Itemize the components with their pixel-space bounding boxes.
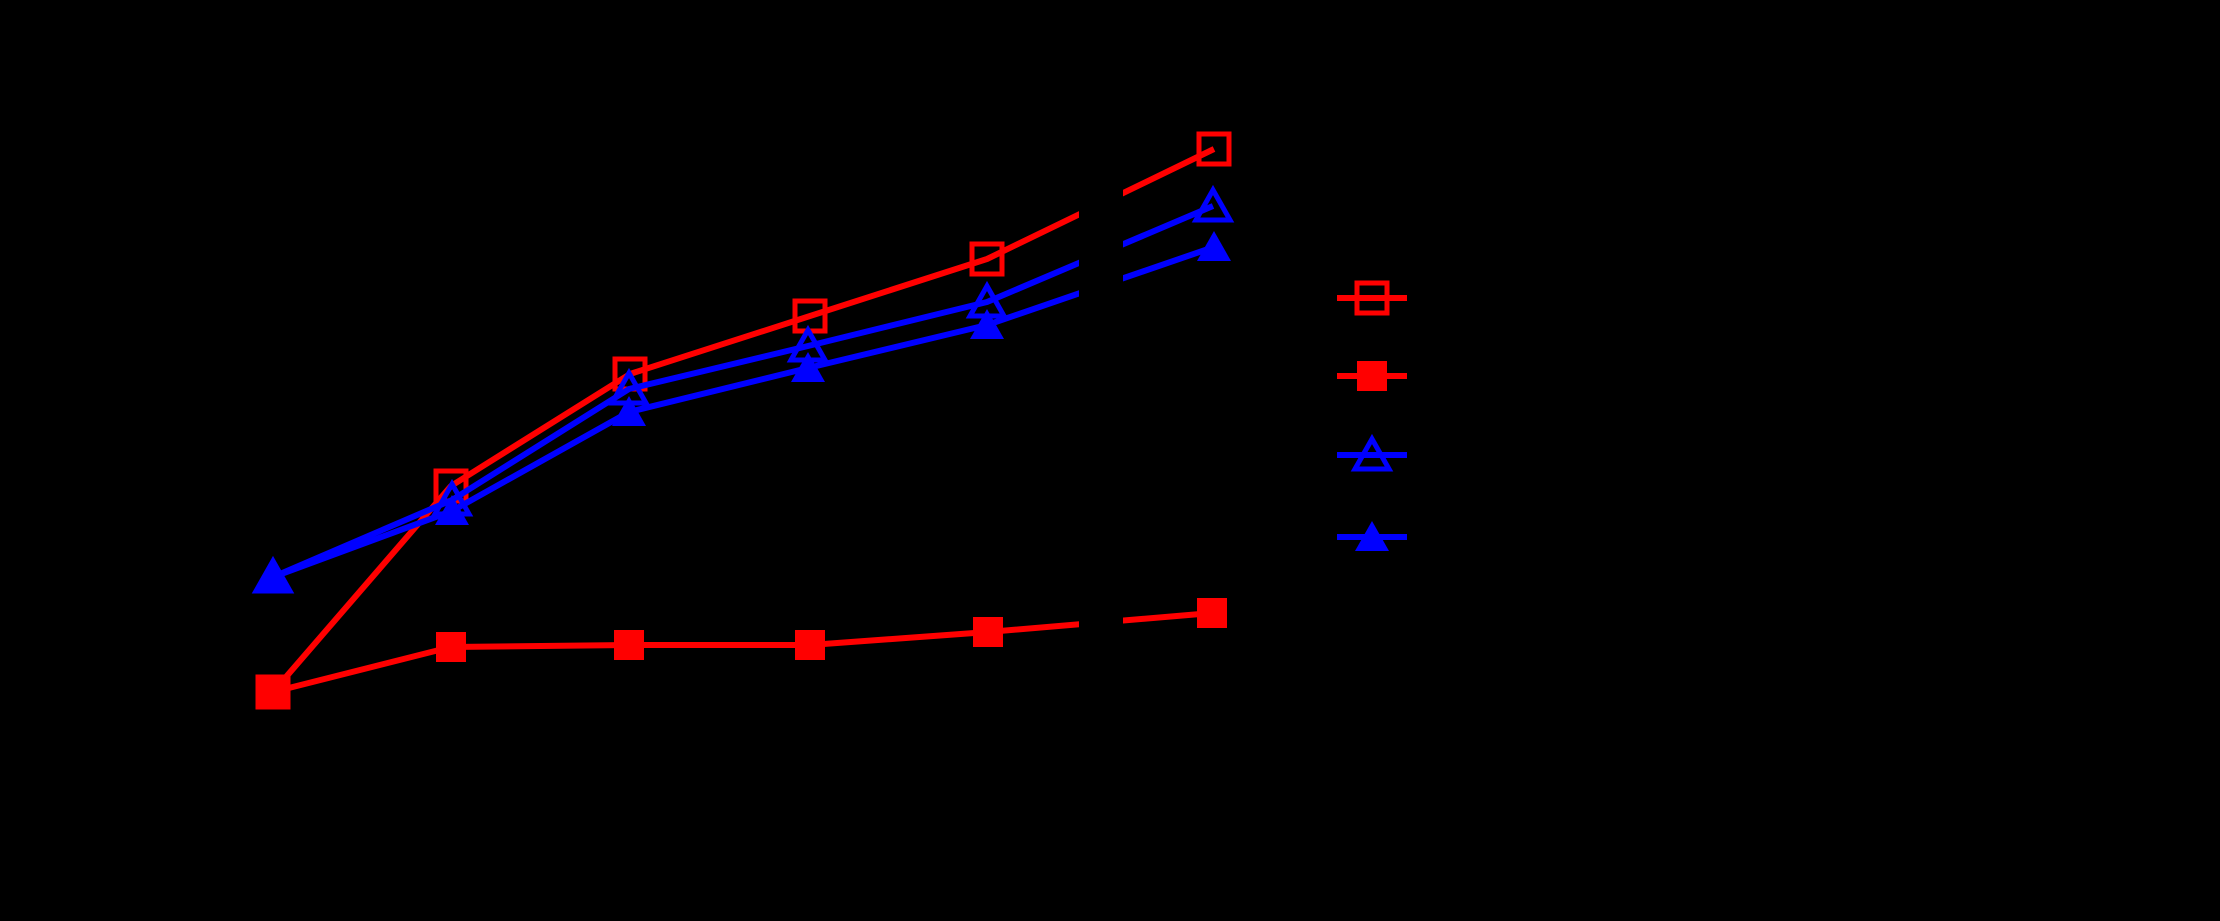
legend-item-square-open xyxy=(1337,280,1407,316)
axis-break-band xyxy=(1079,95,1123,690)
legend-triangle-open-icon xyxy=(1350,433,1394,472)
filled-square-marker xyxy=(258,677,288,707)
filled-square-marker xyxy=(795,630,825,660)
open-square-marker xyxy=(969,241,1005,277)
filled-triangle-marker xyxy=(256,561,290,591)
filled-square-marker xyxy=(973,617,1003,647)
filled-triangle-marker xyxy=(435,495,469,525)
filled-square-marker xyxy=(436,632,466,662)
filled-triangle-marker xyxy=(1197,231,1231,261)
filled-triangle-marker xyxy=(791,352,825,382)
filled-square-marker xyxy=(1197,598,1227,628)
filled-square-marker xyxy=(614,630,644,660)
open-square-marker xyxy=(1196,131,1232,167)
legend-item-triangle-open xyxy=(1337,433,1407,472)
filled-triangle-marker xyxy=(612,396,646,426)
blue-filled-triangle-series-line xyxy=(271,244,1215,580)
legend-square-open-icon xyxy=(1354,280,1390,316)
red-filled-square-series xyxy=(258,598,1227,707)
filled-triangle-marker xyxy=(970,309,1004,339)
open-triangle-marker xyxy=(1191,184,1235,223)
legend-item-square-filled xyxy=(1337,361,1407,391)
legend xyxy=(1337,280,1407,551)
legend-triangle-filled-icon xyxy=(1355,521,1389,551)
legend-item-triangle-filled xyxy=(1337,521,1407,551)
red-filled-square-series-line xyxy=(272,610,1213,695)
legend-square-filled-icon xyxy=(1357,361,1387,391)
blue-open-triangle-series-line xyxy=(271,203,1215,580)
blue-filled-triangle-series xyxy=(256,231,1231,591)
